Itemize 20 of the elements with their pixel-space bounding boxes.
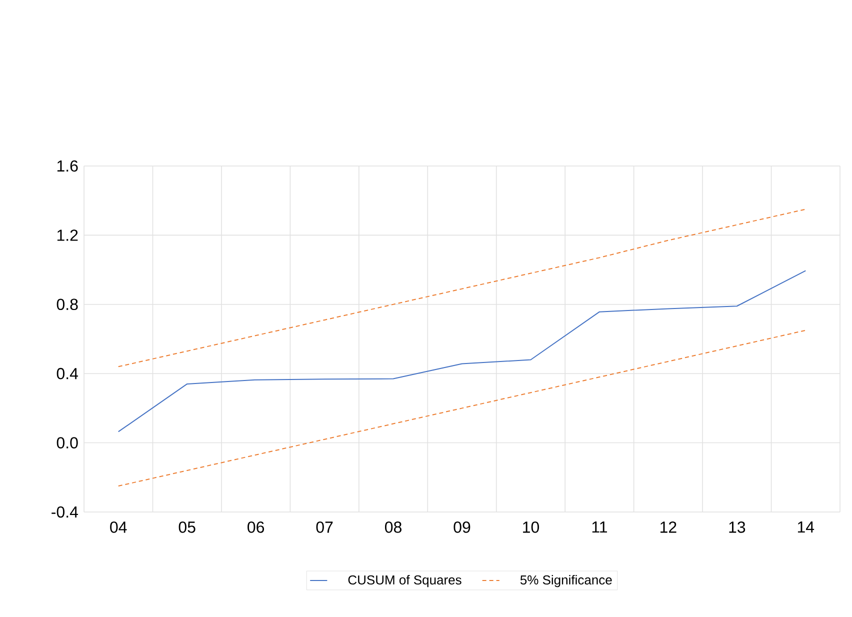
line-series [118,270,806,432]
y-tick-label: 0.0 [56,437,78,448]
x-tick-label: 13 [729,522,746,533]
x-tick-label: 05 [178,522,196,533]
y-tick-label: 1.6 [57,160,78,172]
legend-label: 5% Significance [520,575,612,588]
x-tick-label: 10 [523,522,539,533]
x-tick-label: 04 [110,522,127,533]
y-tick-label: -0.4 [52,506,78,518]
x-tick-label: 06 [248,522,264,533]
y-tick-label: 0.4 [56,368,78,380]
x-tick-label: 11 [592,522,607,533]
x-tick-label: 07 [316,522,333,533]
x-tick-label: 09 [454,522,470,533]
x-tick-label: 08 [385,522,402,533]
x-tick-label: 12 [660,522,676,533]
y-tick-label: 1.2 [57,230,78,241]
y-tick-label: 0.8 [56,298,78,310]
x-tick-label: 14 [798,522,814,533]
legend-label: CUSUM of Squares [348,575,462,588]
